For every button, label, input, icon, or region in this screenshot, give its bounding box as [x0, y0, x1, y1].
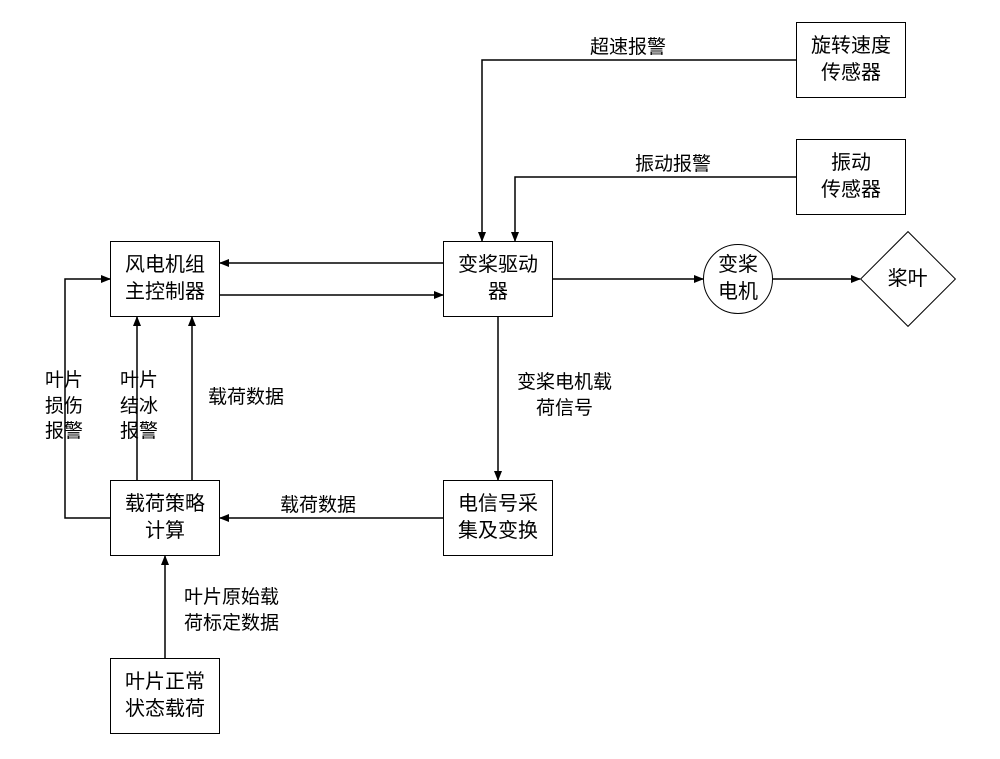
node-pitch-driver: 变桨驱动器 — [443, 241, 553, 317]
node-label: 变桨电机 — [718, 252, 758, 306]
node-rotation-sensor: 旋转速度传感器 — [796, 22, 906, 98]
node-label: 变桨驱动器 — [458, 252, 538, 306]
node-label: 叶片正常状态载荷 — [125, 669, 205, 723]
node-load-strategy: 载荷策略计算 — [110, 480, 220, 556]
node-label: 电信号采集及变换 — [458, 491, 538, 545]
node-label: 桨叶 — [888, 266, 928, 293]
label-vibration-alarm: 振动报警 — [635, 152, 711, 178]
node-normal-load: 叶片正常状态载荷 — [110, 658, 220, 734]
node-label: 风电机组主控制器 — [125, 252, 205, 306]
edge-vibration-to-driver — [515, 177, 796, 241]
label-ice-alarm: 叶片结冰报警 — [120, 368, 158, 445]
label-motor-load-signal: 变桨电机载荷信号 — [517, 370, 612, 421]
node-label: 载荷策略计算 — [125, 491, 205, 545]
label-damage-alarm: 叶片损伤报警 — [45, 368, 83, 445]
label-overspeed-alarm: 超速报警 — [590, 35, 666, 61]
node-blade: 桨叶 — [860, 231, 956, 327]
node-pitch-motor: 变桨电机 — [703, 244, 773, 314]
node-label: 旋转速度传感器 — [811, 33, 891, 87]
edge-rotation-to-driver — [482, 60, 796, 241]
label-calibration-data: 叶片原始载荷标定数据 — [184, 585, 279, 636]
node-signal-acq: 电信号采集及变换 — [443, 480, 553, 556]
node-main-controller: 风电机组主控制器 — [110, 241, 220, 317]
node-label: 振动传感器 — [821, 150, 881, 204]
label-load-data-1: 载荷数据 — [280, 493, 356, 519]
node-vibration-sensor: 振动传感器 — [796, 139, 906, 215]
label-load-data-2: 载荷数据 — [208, 385, 284, 411]
